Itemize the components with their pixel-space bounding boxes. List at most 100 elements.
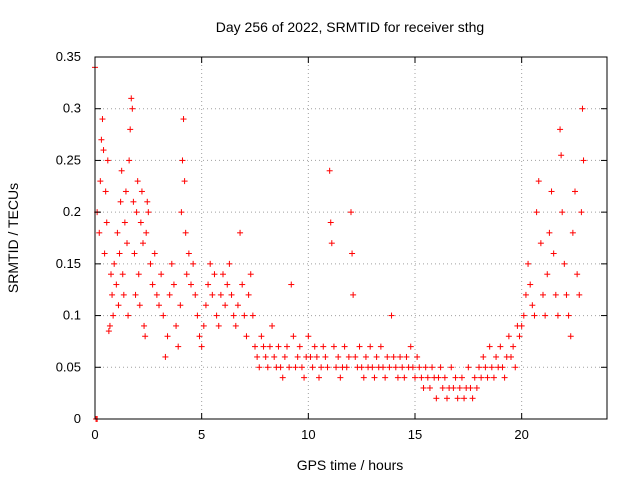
data-point xyxy=(414,353,421,360)
data-point xyxy=(232,322,239,329)
y-tick-label: 0.2 xyxy=(63,204,81,219)
data-point xyxy=(277,364,284,371)
data-point xyxy=(262,353,269,360)
data-point xyxy=(371,374,378,381)
data-point xyxy=(116,250,123,257)
data-point xyxy=(399,364,406,371)
data-point xyxy=(373,353,380,360)
data-point xyxy=(322,353,329,360)
data-point xyxy=(106,322,113,329)
data-point xyxy=(480,353,487,360)
data-point xyxy=(121,219,128,226)
data-point xyxy=(542,312,549,319)
data-point xyxy=(122,188,129,195)
data-point xyxy=(160,312,167,319)
data-point xyxy=(149,281,156,288)
data-point xyxy=(183,271,190,278)
x-tick-label: 0 xyxy=(91,427,98,442)
data-point xyxy=(341,343,348,350)
data-point xyxy=(305,333,312,340)
data-point xyxy=(420,384,427,391)
data-point xyxy=(552,291,559,298)
data-point xyxy=(520,312,527,319)
y-axis-label: SRMTID / TECUs xyxy=(5,183,21,293)
data-point xyxy=(572,188,578,195)
data-point xyxy=(130,198,137,205)
data-point xyxy=(482,364,489,371)
data-point xyxy=(497,343,504,350)
data-point xyxy=(241,312,248,319)
data-point xyxy=(127,126,134,133)
data-point xyxy=(403,353,410,360)
data-point xyxy=(356,343,363,350)
data-point xyxy=(476,364,482,371)
data-point xyxy=(569,229,576,236)
data-point xyxy=(271,353,278,360)
data-point xyxy=(444,395,450,402)
data-point xyxy=(418,374,425,381)
data-point xyxy=(578,209,585,216)
data-point xyxy=(192,291,199,298)
data-point xyxy=(546,229,553,236)
data-point xyxy=(518,322,525,329)
data-point xyxy=(471,374,478,381)
data-point xyxy=(316,374,322,381)
data-point xyxy=(409,364,416,371)
data-point xyxy=(136,302,143,309)
y-tick-label: 0.1 xyxy=(63,308,81,323)
data-point xyxy=(194,312,201,319)
data-point xyxy=(394,374,401,381)
data-point xyxy=(537,240,544,247)
data-point xyxy=(362,353,369,360)
data-point xyxy=(558,152,565,159)
y-tick-label: 0.05 xyxy=(56,359,81,374)
data-point xyxy=(327,219,334,226)
data-point xyxy=(179,157,186,164)
x-axis-label: GPS time / hours xyxy=(297,457,404,473)
data-point xyxy=(360,374,367,381)
data-point xyxy=(211,271,218,278)
data-point xyxy=(132,291,139,298)
plot-frame xyxy=(94,56,608,420)
data-points xyxy=(92,64,587,422)
data-point xyxy=(345,353,352,360)
data-point xyxy=(529,302,536,309)
data-point xyxy=(228,291,235,298)
data-point xyxy=(424,374,431,381)
data-point xyxy=(102,188,109,195)
data-point xyxy=(296,343,303,350)
data-point xyxy=(100,147,107,154)
data-point xyxy=(397,353,404,360)
data-point xyxy=(281,353,288,360)
data-point xyxy=(309,364,316,371)
data-point xyxy=(439,384,446,391)
data-point xyxy=(264,364,271,371)
data-point xyxy=(493,353,500,360)
data-point xyxy=(522,291,529,298)
data-point xyxy=(188,281,194,288)
data-point xyxy=(252,343,258,350)
data-point xyxy=(576,291,583,298)
data-point xyxy=(207,260,214,267)
data-point xyxy=(386,364,393,371)
data-point xyxy=(580,157,587,164)
data-point xyxy=(114,229,121,236)
data-point xyxy=(142,333,149,340)
data-point xyxy=(279,374,286,381)
data-point xyxy=(105,328,112,335)
data-point xyxy=(435,374,442,381)
data-point xyxy=(213,312,220,319)
data-point xyxy=(190,260,197,267)
data-point xyxy=(333,364,340,371)
data-point xyxy=(392,364,399,371)
data-point xyxy=(198,343,205,350)
data-point xyxy=(113,281,120,288)
data-point xyxy=(412,374,418,381)
data-point xyxy=(337,374,344,381)
data-point xyxy=(390,353,397,360)
data-point xyxy=(115,302,122,309)
data-point xyxy=(465,364,472,371)
data-point xyxy=(531,312,538,319)
data-point xyxy=(177,302,184,309)
data-point xyxy=(269,322,276,329)
